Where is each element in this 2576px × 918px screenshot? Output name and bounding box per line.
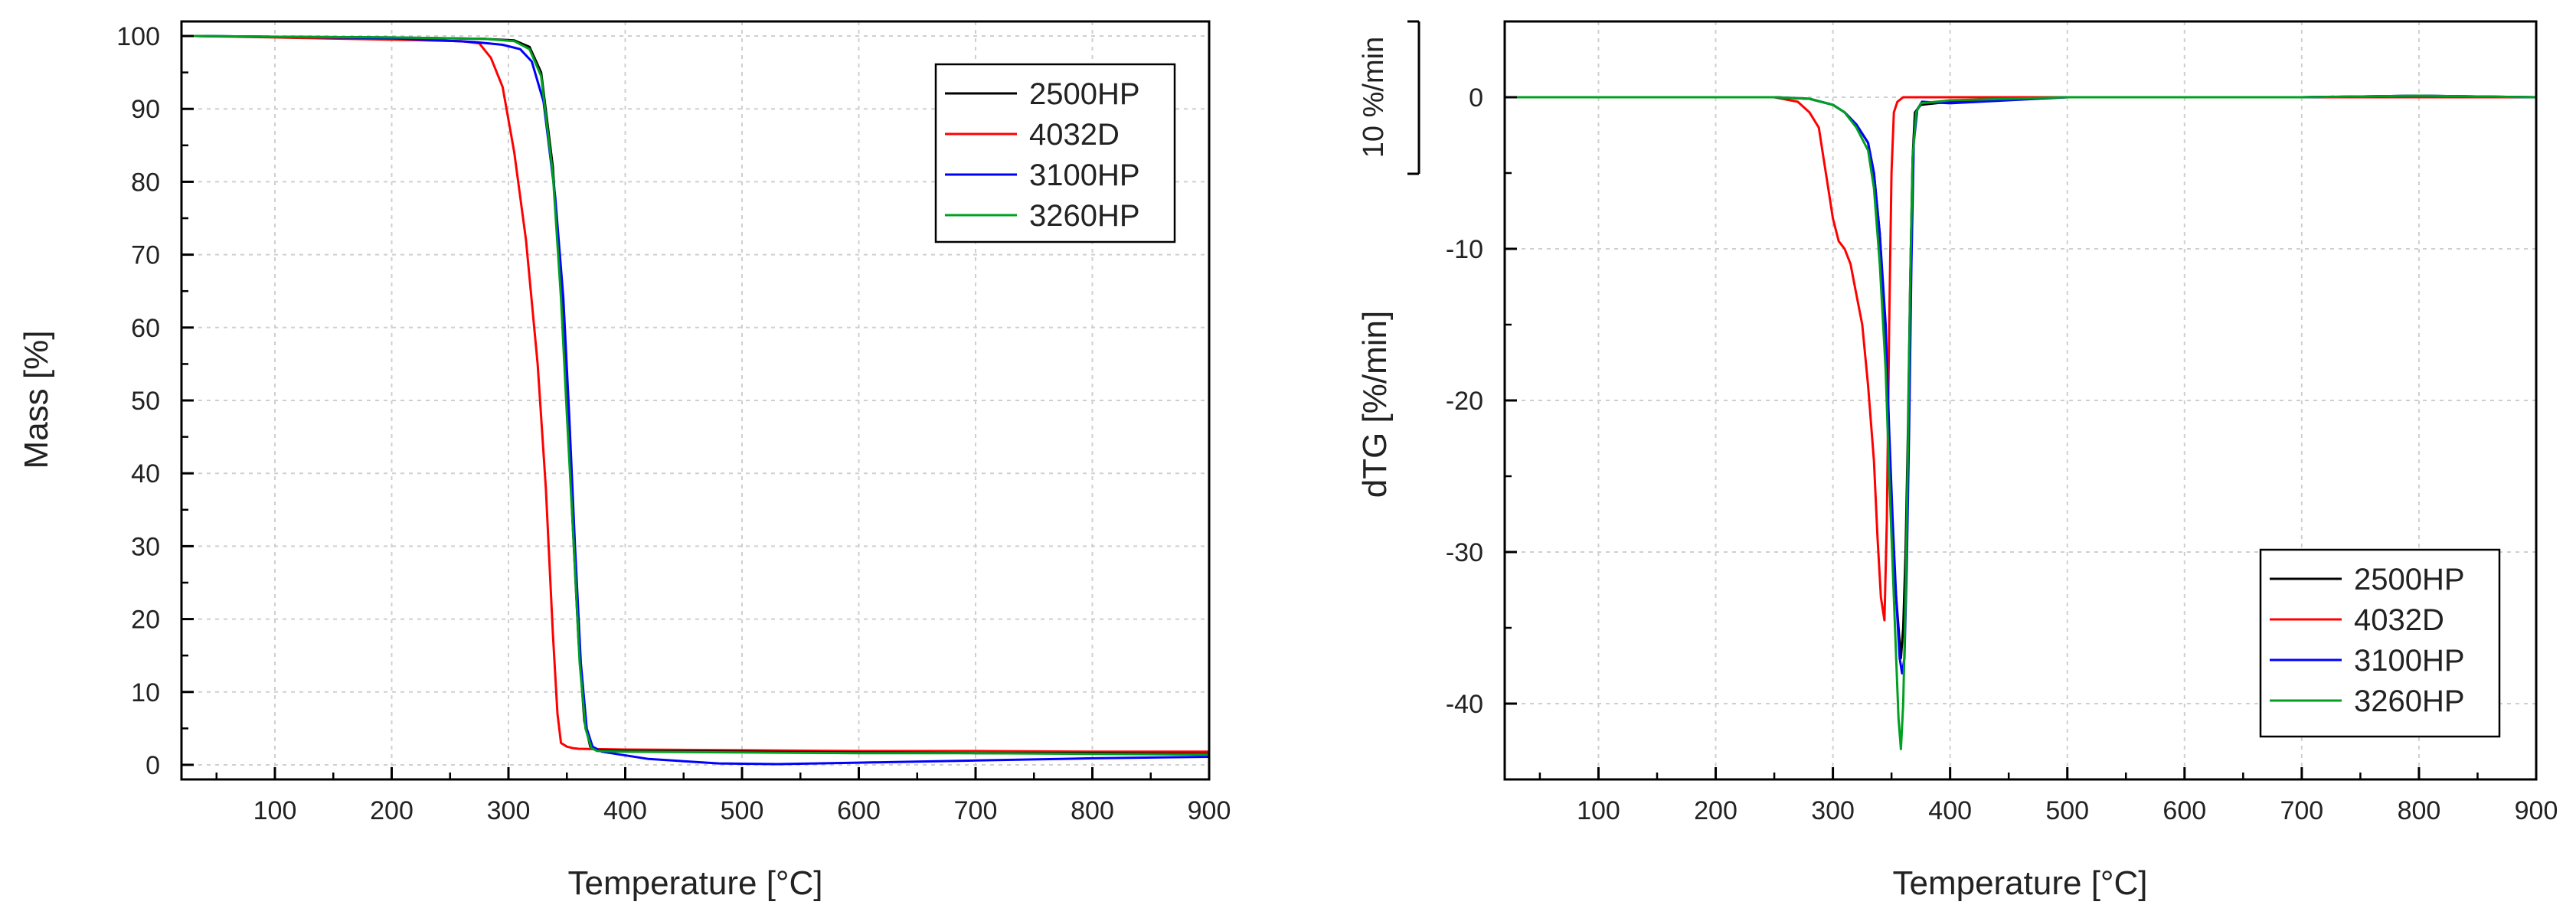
mass-x-ticks: 100 200 300 400 500 600 700 800 900 [215,767,1231,825]
dtg-x-tick-label: 900 [2515,796,2558,825]
dtg-legend-label-4032d: 4032D [2354,603,2444,637]
mass-x-tick-label: 600 [837,796,881,825]
mass-legend: 2500HP 4032D 3100HP 3260HP [934,63,1176,243]
dtg-series-3260hp [1516,94,2537,750]
mass-y-tick-label: 80 [131,168,160,197]
dtg-x-axis-title: Temperature [°C] [1892,864,2147,902]
dtg-series-4032d [1516,96,2536,622]
mass-legend-label-4032d: 4032D [1029,118,1120,152]
dtg-chart: 100 200 300 400 500 600 700 800 900 0 -10 -20 -30 -4… [1356,20,2558,902]
dtg-legend-box [2259,548,2501,738]
dtg-x-tick-label: 700 [2280,796,2323,825]
dtg-x-tick-label: 100 [1577,796,1620,825]
mass-y-tick-label: 60 [131,314,160,343]
mass-legend-label-3100hp: 3100HP [1029,158,1140,192]
mass-y-tick-label: 70 [131,241,160,270]
mass-x-tick-label: 500 [721,796,764,825]
mass-x-tick-label: 700 [954,796,998,825]
dtg-x-tick-label: 600 [2162,796,2206,825]
dtg-y-tick-label: -30 [1446,538,1483,567]
mass-series-group [193,34,1210,766]
mass-y-tick-label: 100 [116,22,160,51]
mass-chart: 100 200 300 400 500 600 700 800 900 0 10 20 30 40 50 6… [18,20,1231,902]
mass-y-ticks: 0 10 20 30 40 50 60 70 80 90 100 [116,22,194,780]
dtg-x-ticks: 100 200 300 400 500 600 700 800 900 [1538,767,2558,825]
dtg-legend: 2500HP 4032D 3100HP 3260HP [2259,548,2501,738]
dtg-x-tick-label: 200 [1694,796,1737,825]
mass-x-tick-label: 800 [1071,796,1114,825]
mass-x-tick-label: 200 [370,796,414,825]
dtg-x-tick-label: 300 [1811,796,1855,825]
dtg-series-group [1516,94,2537,750]
dtg-legend-label-3100hp: 3100HP [2354,644,2465,678]
dtg-x-tick-label: 400 [1928,796,1972,825]
mass-y-tick-label: 10 [131,678,160,707]
mass-y-axis-title: Mass [%] [18,331,55,469]
dtg-scale-bar: 10 %/min [1358,20,1420,175]
dtg-y-tick-label: -20 [1446,387,1483,416]
mass-legend-label-2500hp: 2500HP [1029,77,1140,111]
mass-series-3260hp [193,34,1210,756]
mass-x-axis-title: Temperature [°C] [567,864,822,902]
dtg-legend-label-2500hp: 2500HP [2354,563,2465,596]
mass-x-tick-label: 900 [1188,796,1231,825]
mass-y-tick-label: 90 [131,95,160,124]
dtg-y-tick-label: -10 [1446,235,1483,264]
dtg-x-tick-label: 500 [2045,796,2089,825]
mass-x-tick-label: 300 [487,796,531,825]
mass-y-tick-label: 30 [131,532,160,561]
dtg-y-axis-title: dTG [%/min] [1356,311,1394,498]
mass-x-tick-label: 400 [603,796,647,825]
mass-y-tick-label: 50 [131,387,160,416]
mass-y-tick-label: 0 [145,751,160,780]
mass-x-tick-label: 100 [253,796,297,825]
mass-grid [181,21,1210,779]
mass-y-tick-label: 20 [131,606,160,635]
dtg-y-tick-label: 0 [1469,83,1483,113]
mass-y-tick-label: 40 [131,459,160,488]
dtg-legend-label-3260hp: 3260HP [2354,684,2465,718]
dtg-x-tick-label: 800 [2398,796,2441,825]
dtg-y-ticks: 0 -10 -20 -30 -40 [1446,20,1517,781]
mass-legend-label-3260hp: 3260HP [1029,199,1140,233]
dtg-scale-bar-label: 10 %/min [1358,37,1390,158]
dtg-y-tick-label: -40 [1446,690,1483,719]
